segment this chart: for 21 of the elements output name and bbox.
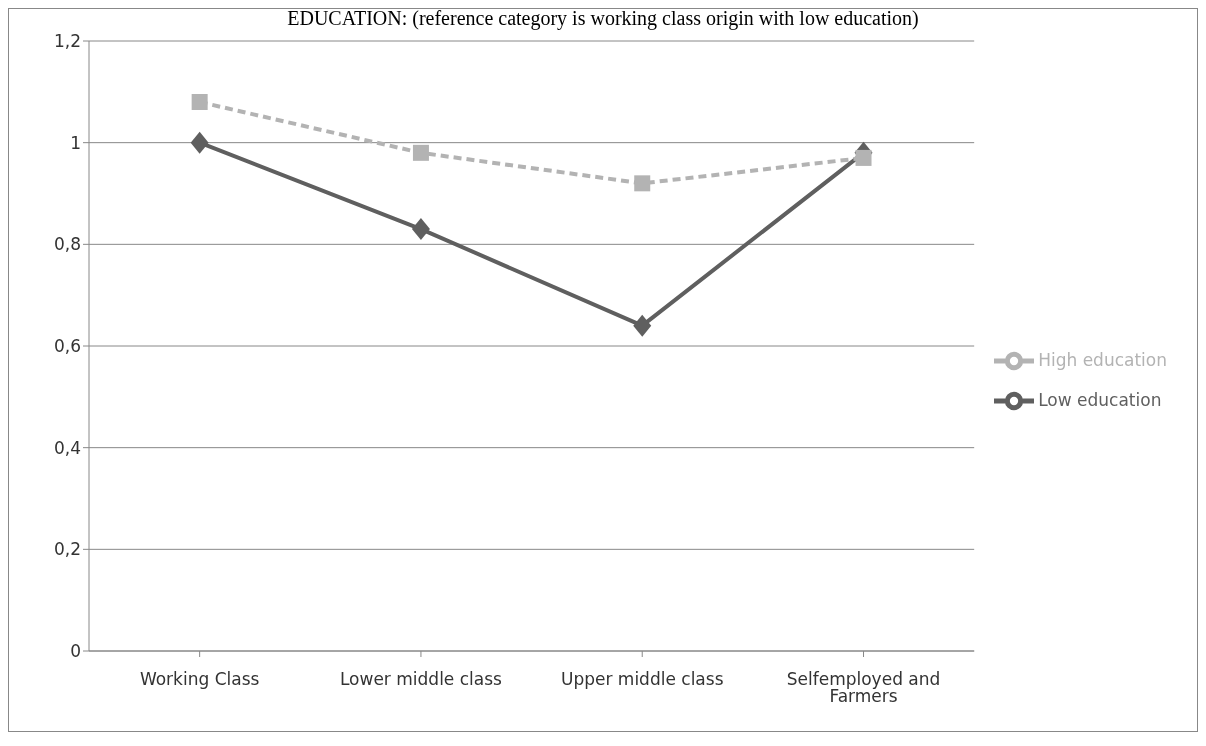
point <box>412 144 429 161</box>
y-tick-label: 0,2 <box>53 539 81 560</box>
y-tick-label: 0 <box>70 641 81 662</box>
point <box>191 94 208 110</box>
point <box>634 175 651 192</box>
point <box>411 218 430 241</box>
y-tick-label: 0,6 <box>53 336 81 357</box>
y-tick-label: 0,4 <box>53 437 81 458</box>
y-tick-label: 0,8 <box>53 234 81 255</box>
y-tick-label: 1 <box>70 132 81 153</box>
legend-label: Low education <box>1038 390 1162 410</box>
point <box>633 314 652 337</box>
y-tick-label: 1,2 <box>53 31 81 52</box>
chart-title: EDUCATION: (reference category is working class origin with low education) <box>286 7 920 31</box>
x-tick-label: Selfemployed and Farmers <box>786 669 941 707</box>
x-tick-label: Lower middle class <box>339 669 503 690</box>
x-tick-label: Upper middle class <box>560 669 724 690</box>
point <box>190 131 209 154</box>
legend-label: High education <box>1038 350 1167 370</box>
x-tick-label: Working Class <box>139 669 260 690</box>
point <box>855 149 872 166</box>
